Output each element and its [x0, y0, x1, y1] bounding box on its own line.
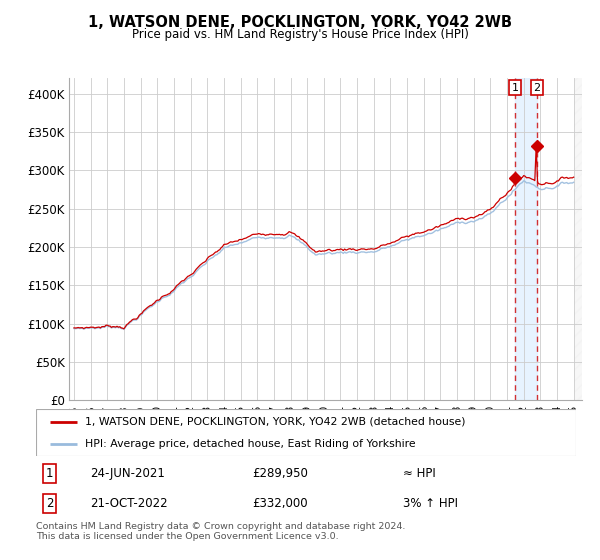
Text: Price paid vs. HM Land Registry's House Price Index (HPI): Price paid vs. HM Land Registry's House …: [131, 28, 469, 41]
Text: £332,000: £332,000: [252, 497, 308, 510]
Bar: [574, 78, 590, 400]
Text: 2: 2: [46, 497, 53, 510]
Text: HPI: Average price, detached house, East Riding of Yorkshire: HPI: Average price, detached house, East…: [85, 438, 415, 449]
Text: 1: 1: [46, 468, 53, 480]
Bar: [515, 78, 537, 400]
Text: 1, WATSON DENE, POCKLINGTON, YORK, YO42 2WB: 1, WATSON DENE, POCKLINGTON, YORK, YO42 …: [88, 15, 512, 30]
Text: ≈ HPI: ≈ HPI: [403, 468, 436, 480]
Text: 24-JUN-2021: 24-JUN-2021: [90, 468, 165, 480]
Text: 2: 2: [533, 83, 541, 92]
FancyBboxPatch shape: [36, 409, 576, 456]
Text: 3% ↑ HPI: 3% ↑ HPI: [403, 497, 458, 510]
Text: 1: 1: [511, 83, 518, 92]
Text: £289,950: £289,950: [252, 468, 308, 480]
Text: 1, WATSON DENE, POCKLINGTON, YORK, YO42 2WB (detached house): 1, WATSON DENE, POCKLINGTON, YORK, YO42 …: [85, 417, 465, 427]
Text: 21-OCT-2022: 21-OCT-2022: [90, 497, 167, 510]
Text: Contains HM Land Registry data © Crown copyright and database right 2024.
This d: Contains HM Land Registry data © Crown c…: [36, 522, 406, 542]
